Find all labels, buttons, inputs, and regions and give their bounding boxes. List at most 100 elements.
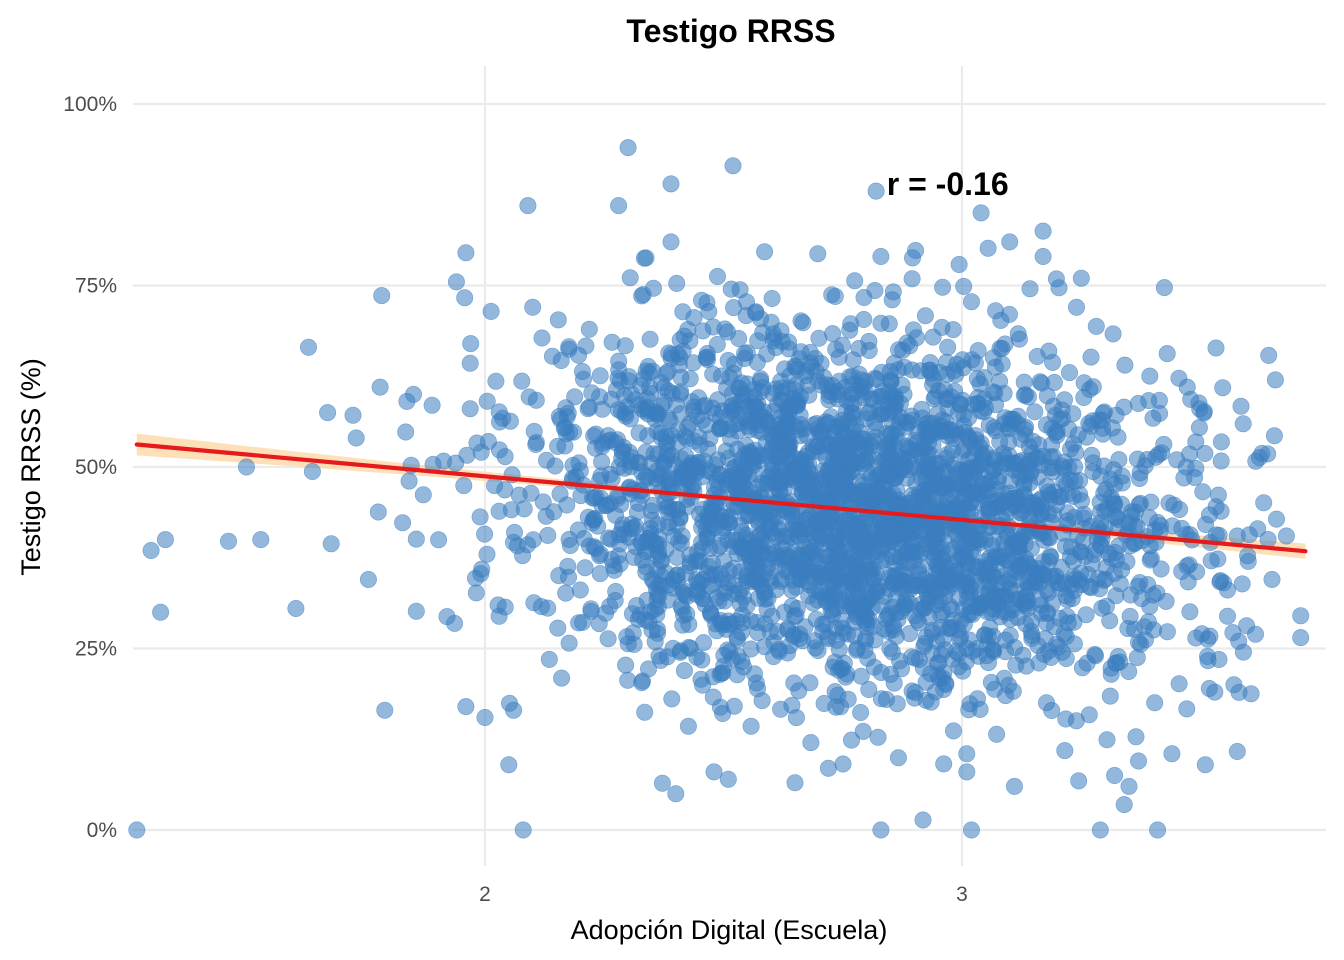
data-point (932, 646, 950, 664)
data-point (1080, 578, 1098, 596)
data-point (1106, 766, 1124, 784)
data-point (935, 755, 953, 773)
data-point (1059, 591, 1077, 609)
data-point (940, 620, 958, 638)
data-point (423, 396, 441, 414)
x-tick-label: 2 (479, 883, 491, 906)
data-point (1073, 659, 1091, 677)
data-point (730, 329, 748, 347)
data-point (1170, 675, 1188, 693)
data-point (1210, 650, 1228, 668)
data-point (942, 519, 960, 537)
data-point (922, 472, 940, 490)
data-point (772, 379, 790, 397)
data-point (772, 700, 790, 718)
data-point (858, 593, 876, 611)
data-point (597, 604, 615, 622)
data-point (1010, 532, 1028, 550)
data-point (461, 354, 479, 372)
data-point (1009, 608, 1027, 626)
data-point (1200, 679, 1218, 697)
data-point (478, 392, 496, 410)
data-point (1149, 821, 1167, 839)
data-point (344, 406, 362, 424)
data-point (763, 607, 781, 625)
data-point (482, 302, 500, 320)
data-point (566, 388, 584, 406)
data-point (841, 512, 859, 530)
data-point (653, 774, 671, 792)
data-point (662, 175, 680, 193)
data-point (839, 690, 857, 708)
data-point (970, 494, 988, 512)
data-point (627, 538, 645, 556)
y-tick-label: 75% (75, 275, 117, 298)
data-point (672, 383, 690, 401)
data-point (842, 315, 860, 333)
data-point (778, 527, 796, 545)
data-point (1212, 452, 1230, 470)
data-point (490, 441, 508, 459)
data-point (1059, 485, 1077, 503)
x-axis-title: Adopción Digital (Escuela) (571, 915, 888, 945)
data-point (371, 378, 389, 396)
data-point (287, 599, 305, 617)
data-point (537, 507, 555, 525)
data-point (1126, 503, 1144, 521)
data-point (906, 689, 924, 707)
data-point (1234, 415, 1252, 433)
data-point (1034, 248, 1052, 266)
data-point (527, 391, 545, 409)
data-point (845, 601, 863, 619)
data-point (668, 501, 686, 519)
data-point (571, 581, 589, 599)
data-point (679, 321, 697, 339)
data-point (1072, 269, 1090, 287)
data-point (467, 584, 485, 602)
data-point (725, 585, 743, 603)
data-point (742, 717, 760, 735)
data-point (956, 462, 974, 480)
data-point (809, 641, 827, 659)
data-point (834, 755, 852, 773)
data-point (872, 690, 890, 708)
data-point (1067, 444, 1085, 462)
tick-labels: 0% 25% 50% 75% 100% 2 3 (63, 93, 968, 906)
data-point (734, 473, 752, 491)
data-point (992, 311, 1010, 329)
data-point (830, 489, 848, 507)
data-point (748, 613, 766, 631)
data-point (866, 281, 884, 299)
data-point (955, 277, 973, 295)
data-point (787, 709, 805, 727)
data-point (1190, 394, 1208, 412)
data-point (373, 287, 391, 305)
data-point (1202, 552, 1220, 570)
data-point (705, 763, 723, 781)
data-point (762, 513, 780, 531)
data-point (549, 619, 567, 637)
data-point (394, 514, 412, 532)
data-point (641, 330, 659, 348)
data-point (907, 329, 925, 347)
data-point (915, 599, 933, 617)
data-point (376, 701, 394, 719)
data-point (398, 392, 416, 410)
data-point (1128, 649, 1146, 667)
data-point (593, 453, 611, 471)
data-point (617, 656, 635, 674)
data-point (1228, 742, 1246, 760)
data-point (539, 526, 557, 544)
data-point (778, 644, 796, 662)
data-point (1251, 449, 1269, 467)
data-point (1016, 426, 1034, 444)
data-point (801, 343, 819, 361)
data-point (814, 436, 832, 454)
data-point (1141, 367, 1159, 385)
data-point (603, 333, 621, 351)
data-point (533, 329, 551, 347)
data-point (652, 651, 670, 669)
data-point (1026, 403, 1044, 421)
data-point (823, 377, 841, 395)
data-point (640, 378, 658, 396)
